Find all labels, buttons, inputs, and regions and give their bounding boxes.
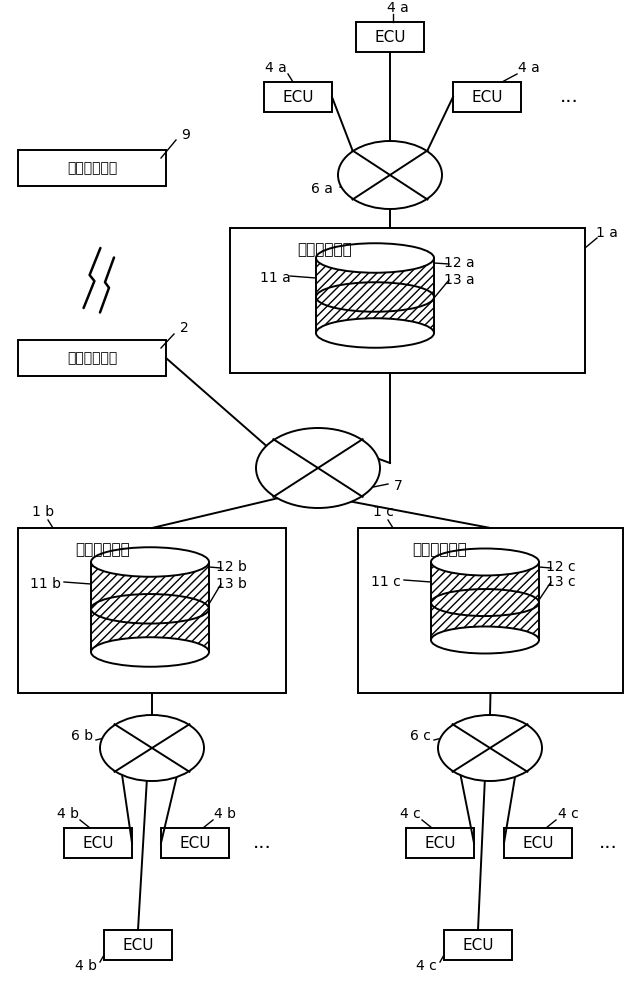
Text: ECU: ECU [522,836,554,850]
Text: 12 a: 12 a [443,256,474,270]
Bar [316,258,434,333]
Text: 13 a: 13 a [443,273,474,287]
Text: 第一中继装置: 第一中继装置 [413,542,467,558]
Ellipse shape [438,715,542,781]
Text: 第一中继装置: 第一中继装置 [75,542,130,558]
Text: ECU: ECU [82,836,114,850]
Text: 6 a: 6 a [311,182,333,196]
Text: 4 c: 4 c [415,959,436,973]
Bar [161,828,229,858]
Text: 4 b: 4 b [214,807,236,821]
Text: ECU: ECU [471,90,503,104]
Bar [356,22,424,52]
Text: ...: ... [599,834,617,852]
Text: 4 a: 4 a [518,61,540,75]
Text: 12 b: 12 b [215,560,247,574]
Text: 4 a: 4 a [387,1,409,15]
Text: 12 c: 12 c [546,560,576,574]
Bar [230,228,585,373]
Ellipse shape [316,318,434,348]
Bar [504,828,572,858]
Bar [358,528,623,693]
Text: 13 c: 13 c [546,575,576,589]
Text: ECU: ECU [374,29,406,44]
Text: ECU: ECU [282,90,314,104]
Text: 7: 7 [394,479,403,493]
Text: 4 c: 4 c [558,807,578,821]
Bar [264,82,332,112]
Text: 13 b: 13 b [215,577,247,591]
Text: ECU: ECU [424,836,456,850]
Bar [406,828,474,858]
Text: 6 b: 6 b [71,729,93,743]
Text: 无线通信装置: 无线通信装置 [67,161,117,175]
Bar [453,82,521,112]
Ellipse shape [91,637,209,667]
Text: 第一中继装置: 第一中继装置 [298,242,352,257]
Bar [18,150,166,186]
Text: 11 b: 11 b [31,577,61,591]
Text: 11 c: 11 c [371,575,401,589]
Text: 4 a: 4 a [265,61,287,75]
Text: ECU: ECU [180,836,211,850]
Ellipse shape [100,715,204,781]
Text: ECU: ECU [122,938,154,952]
Text: 4 c: 4 c [399,807,420,821]
Ellipse shape [316,243,434,273]
Text: 第二中继装置: 第二中继装置 [67,351,117,365]
Text: 4 b: 4 b [57,807,79,821]
Ellipse shape [431,626,539,654]
Text: 6 c: 6 c [410,729,431,743]
Text: 11 a: 11 a [259,271,290,285]
Text: 1 a: 1 a [596,226,618,240]
Ellipse shape [338,141,442,209]
Ellipse shape [91,547,209,577]
Ellipse shape [431,548,539,576]
Text: ...: ... [252,834,272,852]
Bar [18,340,166,376]
Text: 1 c: 1 c [373,505,394,519]
Bar [104,930,172,960]
Bar [18,528,286,693]
Bar [91,562,209,652]
Text: ECU: ECU [462,938,494,952]
Ellipse shape [256,428,380,508]
Bar [444,930,512,960]
Text: 9: 9 [181,128,190,142]
Text: 1 b: 1 b [32,505,54,519]
Bar [431,562,539,640]
Text: 4 b: 4 b [75,959,97,973]
Bar [64,828,132,858]
Text: ...: ... [560,88,578,106]
Text: 2: 2 [180,321,189,335]
